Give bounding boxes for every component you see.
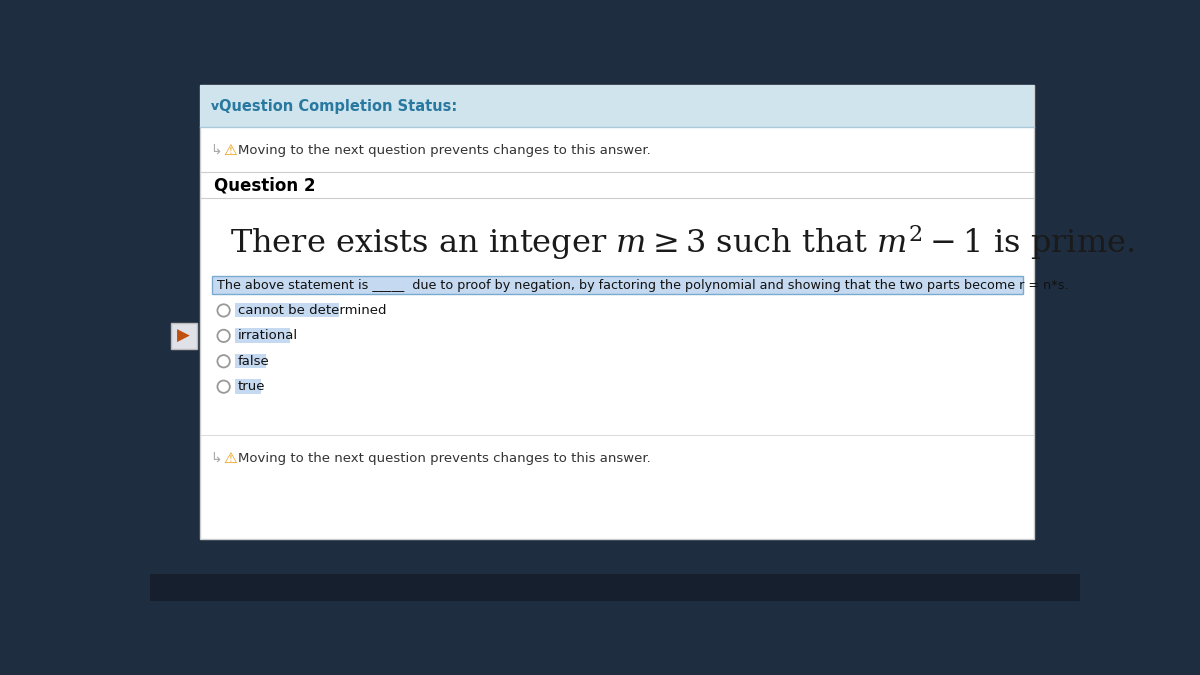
Text: ▶: ▶	[178, 327, 190, 345]
Text: ↳: ↳	[210, 452, 222, 465]
Text: v: v	[210, 99, 218, 113]
FancyBboxPatch shape	[170, 323, 197, 349]
Text: false: false	[238, 355, 269, 368]
Text: There exists an integer $m \geq 3$ such that $m^2 - 1$ is prime.: There exists an integer $m \geq 3$ such …	[230, 223, 1134, 262]
Text: Moving to the next question prevents changes to this answer.: Moving to the next question prevents cha…	[238, 452, 650, 465]
Text: ↳: ↳	[210, 143, 222, 157]
FancyBboxPatch shape	[235, 379, 260, 394]
FancyBboxPatch shape	[200, 85, 1033, 539]
FancyBboxPatch shape	[235, 328, 290, 343]
FancyBboxPatch shape	[212, 276, 1024, 294]
FancyBboxPatch shape	[150, 574, 1080, 601]
FancyBboxPatch shape	[235, 354, 266, 368]
Text: Question 2: Question 2	[215, 177, 316, 194]
Text: ⚠: ⚠	[223, 451, 238, 466]
Text: Question Completion Status:: Question Completion Status:	[218, 99, 457, 113]
Text: Moving to the next question prevents changes to this answer.: Moving to the next question prevents cha…	[238, 144, 650, 157]
FancyBboxPatch shape	[200, 85, 1033, 127]
Text: ⚠: ⚠	[223, 143, 238, 158]
Text: v: v	[210, 99, 218, 113]
Text: true: true	[238, 380, 265, 394]
Text: cannot be determined: cannot be determined	[238, 304, 386, 317]
FancyBboxPatch shape	[235, 303, 340, 317]
Text: irrational: irrational	[238, 329, 298, 342]
Text: The above statement is _____  due to proof by negation, by factoring the polynom: The above statement is _____ due to proo…	[217, 279, 1068, 292]
